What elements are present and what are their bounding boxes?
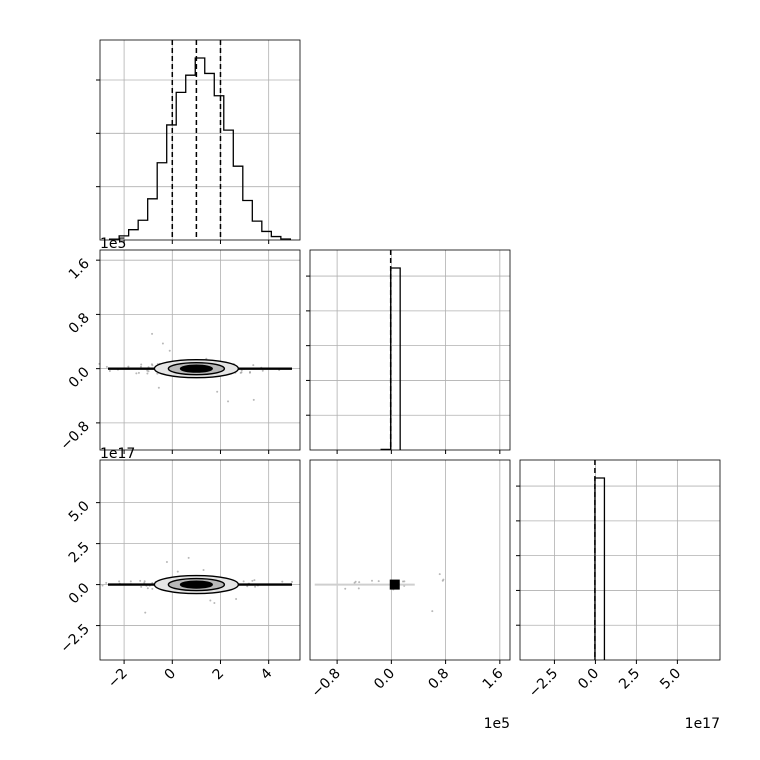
panel-frame xyxy=(519,459,721,661)
scatter-point xyxy=(137,371,140,374)
y-tick-label: 5.0 xyxy=(66,498,93,525)
scatter-point xyxy=(227,400,230,403)
scatter-point xyxy=(140,585,143,588)
scatter-point xyxy=(151,332,154,335)
scatter-point xyxy=(353,581,356,584)
panel-frame xyxy=(99,249,301,451)
scatter-point xyxy=(151,587,154,590)
scatter-point xyxy=(176,570,179,573)
scatter-point xyxy=(254,585,257,588)
x-tick-label: 5.0 xyxy=(657,666,684,693)
y-tick-label: 0.0 xyxy=(66,580,93,607)
panel-frame xyxy=(309,459,511,661)
histogram-step xyxy=(108,57,292,240)
x-tick-label: −2.5 xyxy=(526,666,561,701)
x-tick-label: 2.5 xyxy=(616,666,643,693)
scatter-point xyxy=(202,569,205,572)
scatter-point xyxy=(157,386,160,389)
scatter-point xyxy=(147,370,150,373)
x-tick-label: −2 xyxy=(105,666,131,692)
x-tick-label: 2 xyxy=(210,666,228,684)
x-offset-label: 1e17 xyxy=(685,716,720,732)
y-tick-label: −2.5 xyxy=(57,621,92,656)
x-tick-label: 0.0 xyxy=(575,666,602,693)
y-offset-label: 1e17 xyxy=(100,446,135,462)
panel-hist-p1 xyxy=(96,39,301,244)
scatter-point xyxy=(281,580,284,583)
scatter-point xyxy=(105,581,108,584)
x-tick-label: 1.6 xyxy=(480,665,507,692)
y-tick-label: 1.6 xyxy=(66,256,93,283)
x-tick-label: 0.0 xyxy=(371,666,398,693)
x-tick-label: −0.8 xyxy=(309,666,344,701)
panel-frame xyxy=(99,459,301,661)
scatter-point xyxy=(370,579,373,582)
histogram-step xyxy=(594,477,606,660)
y-tick-label: 0.0 xyxy=(66,364,93,391)
panel-frame xyxy=(309,249,511,451)
scatter-point xyxy=(402,580,405,583)
scatter-point xyxy=(358,581,361,584)
scatter-point xyxy=(144,611,147,614)
scatter-point xyxy=(143,580,146,583)
scatter-point xyxy=(248,371,251,374)
scatter-point xyxy=(105,365,108,368)
panel-scatter-p3-p1: 1e17 xyxy=(96,446,301,664)
y-tick-label: −0.8 xyxy=(57,418,92,453)
panel-hist-p2 xyxy=(306,249,511,454)
scatter-point xyxy=(168,349,171,352)
scatter-point xyxy=(139,365,142,368)
scatter-point xyxy=(438,573,441,576)
scatter-point xyxy=(240,371,243,374)
panel-scatter-p3-p2: 1e5 xyxy=(309,459,511,732)
x-tick-label: 0.8 xyxy=(425,666,452,693)
panel-hist-p3: 1e17 xyxy=(516,459,721,732)
scatter-point xyxy=(135,372,138,375)
y-tick-label: 0.8 xyxy=(66,310,93,337)
scatter-point xyxy=(101,584,104,587)
scatter-point xyxy=(242,580,245,583)
scatter-point xyxy=(431,610,434,613)
scatter-point xyxy=(146,587,149,590)
x-tick-label: 4 xyxy=(258,665,276,683)
scatter-point xyxy=(252,398,255,401)
contour-level-3 xyxy=(179,580,213,589)
scatter-point xyxy=(209,599,212,602)
scatter-point xyxy=(240,369,243,372)
scatter-point xyxy=(442,578,445,581)
scatter-point xyxy=(261,369,264,372)
y-tick-label: 2.5 xyxy=(66,539,93,566)
scatter-point xyxy=(108,370,111,373)
scatter-point xyxy=(161,342,164,345)
scatter-point xyxy=(377,580,380,583)
panel-scatter-p2-p1: 1e5 xyxy=(96,236,301,454)
scatter-point xyxy=(139,579,142,582)
scatter-point xyxy=(187,556,190,559)
scatter-point xyxy=(251,579,254,582)
scatter-point xyxy=(127,365,130,368)
scatter-point xyxy=(129,580,132,583)
panel-frame xyxy=(99,39,301,241)
scatter-point xyxy=(216,390,219,393)
scatter-point xyxy=(165,560,168,563)
scatter-point xyxy=(291,580,294,583)
scatter-point xyxy=(118,580,121,583)
y-offset-label: 1e5 xyxy=(100,236,126,252)
scatter-point xyxy=(143,581,146,584)
contour-level-3 xyxy=(179,364,213,373)
x-tick-label: 0 xyxy=(161,666,179,684)
x-offset-label: 1e5 xyxy=(484,716,510,732)
scatter-point xyxy=(146,372,149,375)
scatter-point xyxy=(344,587,347,590)
scatter-point xyxy=(235,597,238,600)
scatter-point xyxy=(357,587,360,590)
density-core xyxy=(389,579,400,590)
scatter-point xyxy=(213,602,216,605)
scatter-point xyxy=(156,372,159,375)
scatter-point xyxy=(140,363,143,366)
scatter-point xyxy=(253,579,256,582)
scatter-point xyxy=(150,363,153,366)
scatter-point xyxy=(252,364,255,367)
